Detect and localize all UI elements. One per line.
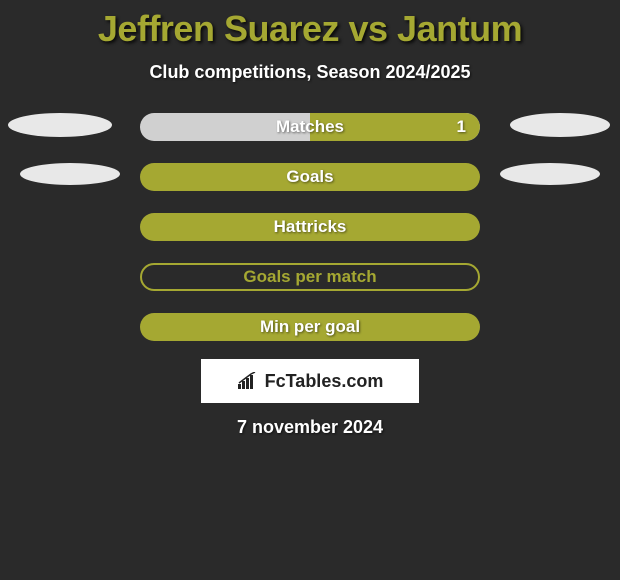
stat-bar-hattricks: Hattricks xyxy=(140,213,480,241)
ellipse-right xyxy=(500,163,600,185)
stat-label: Goals per match xyxy=(243,267,376,287)
stat-bar-min-per-goal: Min per goal xyxy=(140,313,480,341)
ellipse-right xyxy=(510,113,610,137)
date-line: 7 november 2024 xyxy=(0,417,620,438)
logo-card: FcTables.com xyxy=(201,359,419,403)
stat-row-hattricks: Hattricks xyxy=(0,213,620,241)
ellipse-left xyxy=(8,113,112,137)
stats-area: Matches 1 Goals Hattricks Goals per matc… xyxy=(0,113,620,341)
chart-icon xyxy=(237,372,259,390)
stat-label: Matches xyxy=(276,117,344,137)
stat-bar-goals: Goals xyxy=(140,163,480,191)
ellipse-left xyxy=(20,163,120,185)
stat-label: Min per goal xyxy=(260,317,360,337)
stat-row-min-per-goal: Min per goal xyxy=(0,313,620,341)
stat-row-goals: Goals xyxy=(0,163,620,191)
stat-label: Hattricks xyxy=(274,217,347,237)
stat-row-goals-per-match: Goals per match xyxy=(0,263,620,291)
logo-text: FcTables.com xyxy=(265,371,384,392)
subtitle: Club competitions, Season 2024/2025 xyxy=(0,62,620,83)
stat-bar-matches: Matches 1 xyxy=(140,113,480,141)
stat-row-matches: Matches 1 xyxy=(0,113,620,141)
stat-value-right: 1 xyxy=(457,117,466,137)
page-title: Jeffren Suarez vs Jantum xyxy=(0,0,620,50)
stat-bar-goals-per-match: Goals per match xyxy=(140,263,480,291)
stat-label: Goals xyxy=(286,167,333,187)
comparison-infographic: Jeffren Suarez vs Jantum Club competitio… xyxy=(0,0,620,580)
